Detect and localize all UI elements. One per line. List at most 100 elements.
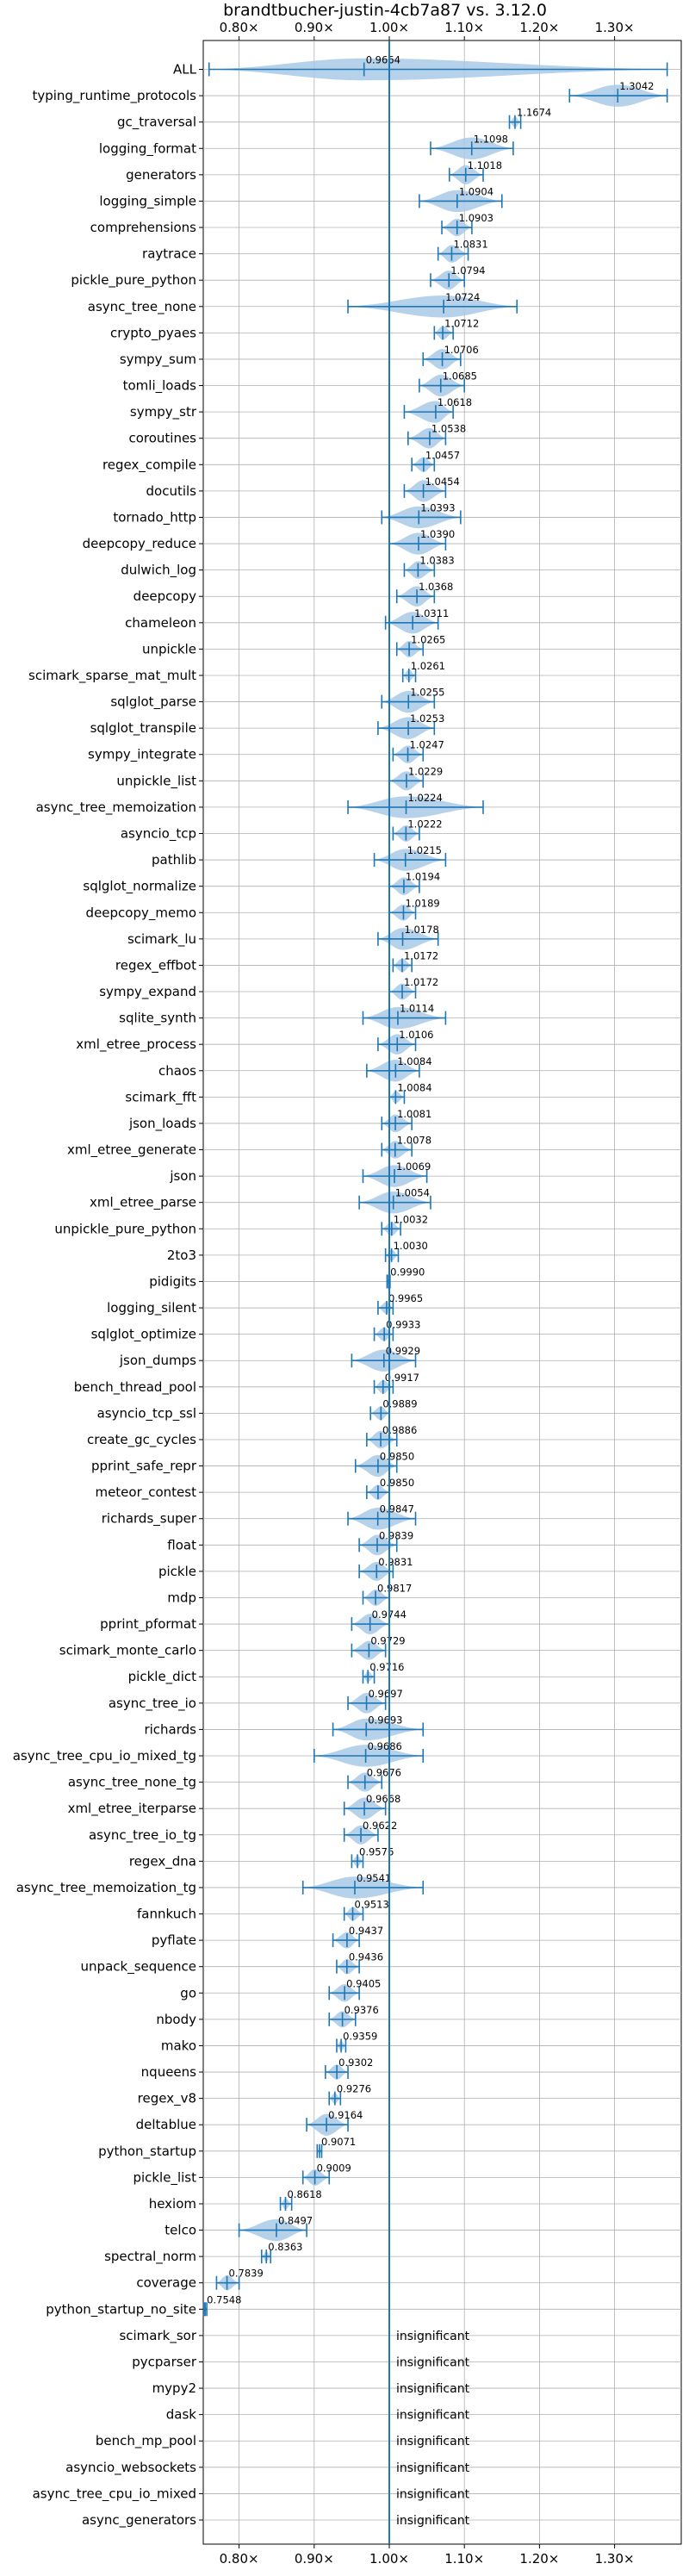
plot-frame <box>202 40 682 2545</box>
category-label: go <box>180 1985 196 2000</box>
value-label: 1.0724 <box>445 291 480 303</box>
category-label: nqueens <box>141 2064 196 2080</box>
category-label: logging_silent <box>107 1300 196 1316</box>
category-label: xml_etree_process <box>76 1036 196 1053</box>
value-label: 1.0383 <box>419 555 454 567</box>
value-label: 0.9817 <box>377 1582 412 1594</box>
category-label: meteor_contest <box>95 1484 196 1501</box>
category-label: asyncio_websockets <box>65 2460 196 2476</box>
value-label: 0.9009 <box>317 2162 351 2174</box>
category-label: docutils <box>146 483 197 499</box>
category-label: scimark_fft <box>125 1089 196 1105</box>
category-label: json_loads <box>128 1116 196 1132</box>
value-label: 1.0084 <box>397 1055 431 1067</box>
category-label: deepcopy_memo <box>86 905 196 921</box>
value-label: 1.0030 <box>394 1240 428 1252</box>
value-label: 1.0454 <box>425 476 460 488</box>
x-tick-label-bottom: 0.90× <box>295 2551 334 2567</box>
value-label: 1.0794 <box>450 264 485 277</box>
insignificant-label: insignificant <box>396 2461 470 2475</box>
insignificant-label: insignificant <box>396 2355 470 2369</box>
x-tick-label-top: 1.00× <box>369 20 409 35</box>
category-labels: ALL typing_runtime_protocols gc_traversall… <box>13 62 470 2529</box>
category-label: sqlglot_transpile <box>90 720 196 737</box>
category-label: python_startup_no_site <box>46 2301 196 2318</box>
category-label: deltablue <box>136 2117 196 2132</box>
value-label: 1.0178 <box>405 924 439 936</box>
category-label: async_generators <box>82 2512 196 2529</box>
value-label: 1.0712 <box>444 317 479 329</box>
category-label: regex_effbot <box>115 957 196 974</box>
category-label: async_tree_none <box>88 299 196 315</box>
value-label: 1.0538 <box>431 423 466 435</box>
value-label: 0.9071 <box>321 2136 356 2148</box>
category-label: async_tree_memoization_tg <box>16 1880 196 1896</box>
category-label: xml_etree_parse <box>90 1195 196 1211</box>
category-label: logging_simple <box>99 193 196 209</box>
category-label: tornado_http <box>113 509 196 526</box>
value-label: 0.9929 <box>386 1345 420 1357</box>
category-label: async_tree_io_tg <box>89 1827 196 1844</box>
value-label: 1.0222 <box>407 818 442 830</box>
category-label: crypto_pyaes <box>110 325 196 341</box>
value-label: 1.0255 <box>410 687 444 699</box>
category-label: regex_compile <box>102 457 196 473</box>
value-label: 0.9437 <box>349 1925 383 1937</box>
value-label: 1.0078 <box>397 1135 431 1147</box>
value-label: 1.0172 <box>404 976 438 988</box>
x-tick-label-top: 0.80× <box>220 20 259 35</box>
category-label: mypy2 <box>152 2380 196 2396</box>
category-label: sympy_integrate <box>88 747 196 763</box>
insignificant-label: insignificant <box>396 2330 470 2343</box>
value-label: 0.9302 <box>338 2056 373 2069</box>
category-label: async_tree_io <box>109 1696 196 1712</box>
category-label: async_tree_cpu_io_mixed_tg <box>13 1748 196 1764</box>
category-label: pyflate <box>152 1932 196 1948</box>
category-label: bench_thread_pool <box>74 1379 196 1396</box>
value-label: 1.0194 <box>406 871 440 883</box>
category-label: hexiom <box>149 2196 196 2212</box>
value-label: 1.0368 <box>419 581 453 593</box>
category-label: async_tree_none_tg <box>68 1775 196 1791</box>
value-label: 1.1018 <box>468 159 502 171</box>
category-label: mako <box>161 2038 196 2053</box>
value-label: 1.0069 <box>396 1160 431 1173</box>
category-label: async_tree_cpu_io_mixed <box>33 2486 196 2502</box>
value-label: 1.0215 <box>407 844 442 856</box>
value-label: 1.0106 <box>399 1029 433 1041</box>
category-label: tomli_loads <box>123 378 197 395</box>
category-label: mdp <box>167 1590 196 1605</box>
value-label: 1.0229 <box>408 765 443 777</box>
category-label: dask <box>166 2407 197 2423</box>
value-label: 0.8363 <box>268 2241 302 2253</box>
value-label: 0.9847 <box>380 1503 414 1515</box>
insignificant-label: insignificant <box>396 2487 470 2501</box>
category-label: scimark_lu <box>127 931 196 948</box>
x-tick-label-bottom: 1.30× <box>595 2551 635 2567</box>
value-label: 0.9850 <box>380 1477 414 1489</box>
category-label: float <box>167 1537 196 1552</box>
value-label: 0.9693 <box>368 1714 402 1726</box>
value-label: 0.7839 <box>229 2268 264 2280</box>
value-label: 0.9676 <box>367 1767 401 1779</box>
value-label: 1.0831 <box>453 239 487 251</box>
category-label: logging_format <box>99 140 196 157</box>
value-label: 1.0904 <box>459 185 493 197</box>
value-label: 0.9839 <box>379 1529 413 1541</box>
value-label: 0.9622 <box>363 1820 397 1832</box>
x-tick-label-top: 1.20× <box>519 20 559 35</box>
value-label: 0.9668 <box>366 1793 400 1805</box>
value-label: 0.9664 <box>366 54 400 66</box>
insignificant-label: insignificant <box>396 2409 470 2423</box>
category-label: pickle <box>158 1564 196 1579</box>
category-label: sqlglot_parse <box>110 694 196 711</box>
category-label: scimark_sor <box>119 2328 196 2344</box>
category-label: sympy_str <box>130 404 197 420</box>
value-label: 0.9405 <box>346 1977 381 1989</box>
category-label: coroutines <box>128 431 196 446</box>
category-label: scimark_monte_carlo <box>59 1643 196 1659</box>
value-label: 0.9716 <box>369 1661 404 1673</box>
value-label: 0.9697 <box>369 1688 403 1700</box>
category-label: pickle_list <box>133 2169 196 2186</box>
